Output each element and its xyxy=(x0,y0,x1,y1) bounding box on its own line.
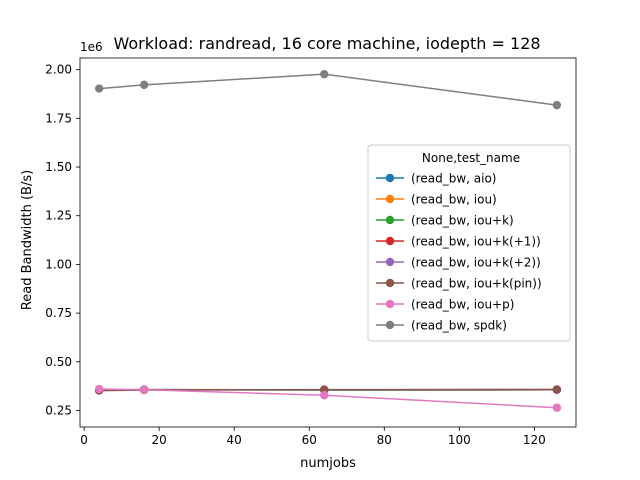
legend-swatch-marker xyxy=(385,173,395,183)
data-point xyxy=(552,385,562,394)
x-tick-label: 40 xyxy=(227,433,242,447)
y-tick-label: 1.25 xyxy=(45,209,72,223)
legend-label: (read_bw, iou+k(+2)) xyxy=(411,256,541,270)
chart-title: Workload: randread, 16 core machine, iod… xyxy=(113,34,540,53)
data-point xyxy=(139,385,149,395)
plot-area: 0 20 40 60 80 100 120 0.25 0.50 0.75 1.00 1.25 1.50 1… xyxy=(45,57,577,447)
y-tick-label: 0.25 xyxy=(45,403,72,417)
legend-item: (read_bw, iou+k(+1)) xyxy=(376,235,541,249)
data-point xyxy=(94,384,104,394)
data-point xyxy=(139,80,149,90)
y-tick-label: 1.75 xyxy=(45,111,72,125)
x-tick-label: 120 xyxy=(523,433,546,447)
x-tick-label: 100 xyxy=(448,433,471,447)
y-tick-label: 1.50 xyxy=(45,160,72,174)
y-offset-label: 1e6 xyxy=(80,40,103,54)
legend-title: None,test_name xyxy=(422,151,520,165)
legend-label: (read_bw, iou+k(pin)) xyxy=(411,277,542,291)
y-axis-label: Read Bandwidth (B/s) xyxy=(20,170,35,310)
data-point xyxy=(94,84,104,93)
legend-swatch-marker xyxy=(385,278,395,288)
y-tick-label: 1.00 xyxy=(45,257,72,271)
data-point xyxy=(552,100,562,110)
x-tick-label: 80 xyxy=(377,433,392,447)
axes-frame xyxy=(79,57,577,428)
legend-label: (read_bw, iou+p) xyxy=(411,298,514,312)
legend-label: (read_bw, spdk) xyxy=(411,319,507,333)
legend-label: (read_bw, iou+k) xyxy=(411,214,514,228)
legend-swatch-marker xyxy=(385,257,395,267)
data-point xyxy=(552,403,562,412)
y-tick-label: 0.50 xyxy=(45,355,72,369)
series-line xyxy=(99,388,557,409)
legend-swatch-marker xyxy=(385,320,395,330)
legend-swatch-marker xyxy=(385,299,395,309)
y-tick-label: 2.00 xyxy=(45,63,72,77)
legend-box xyxy=(367,144,571,342)
legend-item: (read_bw, iou+k(+2)) xyxy=(376,256,541,270)
legend-swatch-marker xyxy=(385,194,395,204)
legend-swatch-marker xyxy=(385,236,395,246)
legend-item: (read_bw, aio) xyxy=(376,172,496,186)
legend-label: (read_bw, iou+k(+1)) xyxy=(411,235,541,249)
x-tick-label: 60 xyxy=(302,433,317,447)
x-axis-label: numjobs xyxy=(300,456,356,471)
legend-item: (read_bw, iou) xyxy=(376,193,497,207)
data-point xyxy=(320,391,329,400)
legend-item: (read_bw, iou+k(pin)) xyxy=(376,277,542,291)
legend-item: (read_bw, iou+p) xyxy=(376,298,514,312)
legend-item: (read_bw, iou+k) xyxy=(376,214,514,228)
legend: None,test_name (read_bw, aio) (read_bw, io… xyxy=(367,144,571,342)
data-point xyxy=(320,69,329,79)
series-line xyxy=(99,388,557,392)
legend-item: (read_bw, spdk) xyxy=(376,319,507,333)
series-6 xyxy=(94,384,562,412)
y-tick-label: 0.75 xyxy=(45,306,72,320)
legend-swatch-marker xyxy=(385,215,395,225)
series-line xyxy=(99,73,557,106)
legend-label: (read_bw, iou) xyxy=(411,193,497,207)
series-7 xyxy=(94,69,562,110)
legend-label: (read_bw, aio) xyxy=(411,172,496,186)
x-tick-label: 20 xyxy=(152,433,167,447)
x-tick-label: 0 xyxy=(80,433,88,447)
